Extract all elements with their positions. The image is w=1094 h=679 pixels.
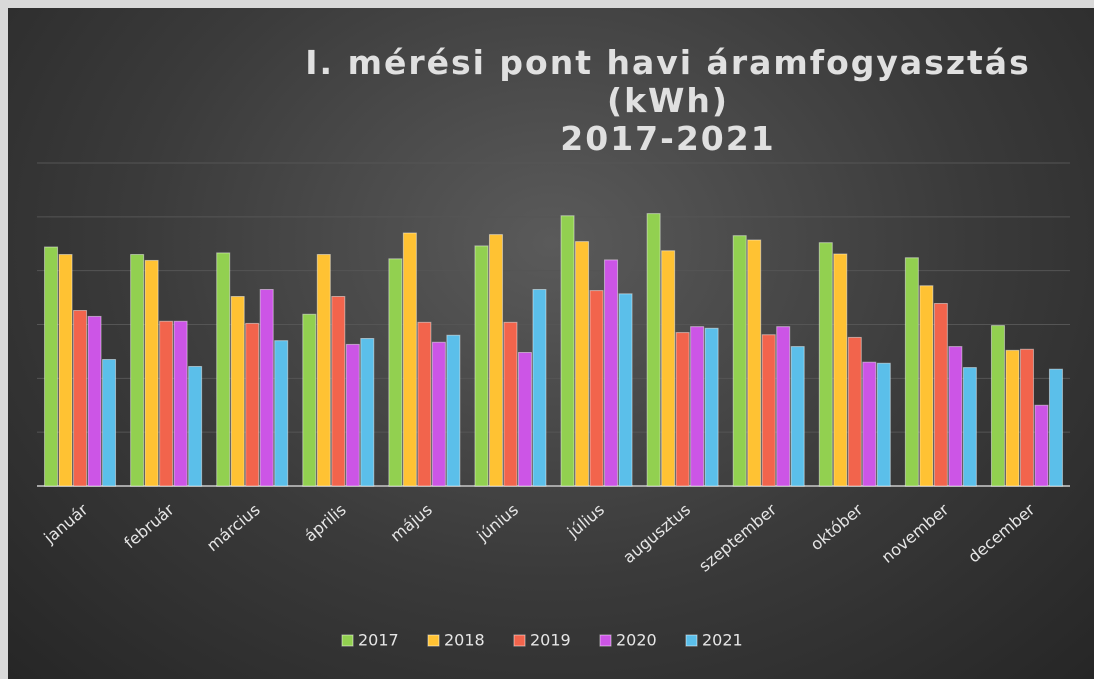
chart-title: I. mérési pont havi áramfogyasztás (kWh)… (305, 43, 1031, 158)
bar (331, 296, 346, 487)
bar (847, 336, 862, 487)
bar (130, 254, 145, 487)
bar (876, 362, 891, 487)
bar (646, 213, 661, 487)
bar (1005, 349, 1020, 487)
bar (532, 289, 547, 487)
bar (417, 321, 432, 487)
x-tick-label: április (301, 500, 350, 546)
bar (245, 322, 260, 487)
bar (862, 361, 877, 487)
bar (159, 320, 174, 487)
bar (216, 252, 231, 487)
bar (833, 253, 848, 487)
legend-swatch (685, 634, 698, 647)
x-tick-label: január (40, 500, 92, 548)
bar (618, 293, 633, 487)
bar (1019, 348, 1034, 487)
bar (388, 258, 403, 487)
bar (818, 242, 833, 487)
bar (704, 327, 719, 487)
bar (259, 289, 274, 487)
bar (560, 215, 575, 487)
x-tick-label: szeptember (695, 500, 780, 576)
bar (990, 325, 1005, 487)
x-tick-label: július (563, 500, 608, 542)
bar (173, 320, 188, 487)
bar (661, 250, 676, 487)
bar (517, 351, 532, 487)
bar (962, 367, 977, 487)
legend-label: 2017 (358, 631, 399, 650)
bar (919, 285, 934, 487)
legend-label: 2021 (702, 631, 743, 650)
legend-label: 2020 (616, 631, 657, 650)
bar (575, 241, 590, 487)
bar (58, 254, 73, 487)
bar (230, 296, 245, 487)
bar (747, 239, 762, 487)
bar (474, 245, 489, 487)
x-tick-label: október (807, 500, 867, 554)
legend-swatch (427, 634, 440, 647)
bar (1048, 368, 1063, 487)
bar (933, 303, 948, 487)
legend-swatch (341, 634, 354, 647)
bar (274, 340, 289, 487)
bar (488, 234, 503, 487)
bar (360, 337, 375, 487)
bar (776, 326, 791, 487)
bar (44, 246, 59, 487)
x-tick-label: március (203, 500, 264, 555)
bar (1034, 404, 1049, 487)
bar (102, 358, 117, 487)
x-tick-label: május (387, 500, 436, 546)
bar (948, 346, 963, 487)
legend-label: 2018 (444, 631, 485, 650)
legend-label: 2019 (530, 631, 571, 650)
bar (345, 343, 360, 487)
bar (431, 341, 446, 487)
bar (316, 254, 331, 487)
legend-swatch (599, 634, 612, 647)
bar (604, 259, 619, 487)
bar (188, 365, 203, 487)
x-tick-label: június (472, 500, 521, 546)
bar (87, 315, 102, 487)
bar (904, 257, 919, 487)
bar (302, 313, 317, 487)
legend-swatch (513, 634, 526, 647)
bar (732, 235, 747, 487)
bar (402, 232, 417, 487)
bar (790, 346, 805, 487)
bar (589, 290, 604, 487)
x-tick-label: november (878, 500, 953, 567)
bar (675, 332, 690, 487)
x-tick-label: december (964, 500, 1038, 567)
bar (690, 326, 705, 487)
bar (73, 310, 88, 487)
bar (503, 321, 518, 487)
bar (446, 334, 461, 487)
bar (144, 259, 159, 487)
bar (761, 334, 776, 487)
x-tick-label: augusztus (619, 500, 694, 567)
x-tick-label: február (120, 500, 178, 553)
